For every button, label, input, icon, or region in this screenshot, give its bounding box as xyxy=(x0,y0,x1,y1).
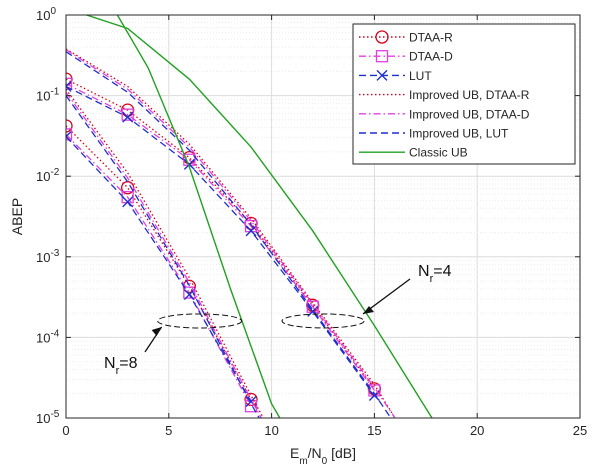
legend-item: LUT xyxy=(359,69,432,83)
legend-label: LUT xyxy=(409,69,432,83)
nr4-ellipse xyxy=(281,313,365,329)
data-point-marker xyxy=(183,158,195,170)
nr4-label: Nr=4 xyxy=(418,263,452,285)
x-tick-label: 10 xyxy=(264,423,278,438)
y-tick-label: 10-3 xyxy=(36,248,60,265)
x-axis-label-sub2: 0 xyxy=(322,456,328,467)
x-tick-label: 5 xyxy=(165,423,172,438)
series-curve xyxy=(66,91,262,418)
legend-marker xyxy=(376,69,388,81)
series-improved-ub-lut xyxy=(66,51,392,418)
plot-frame xyxy=(65,14,581,419)
legend-item: Improved UB, LUT xyxy=(359,127,509,141)
y-tick-label: 10-4 xyxy=(36,328,60,345)
legend-label: DTAA-R xyxy=(409,31,453,45)
series-curve xyxy=(86,15,433,418)
series-curve xyxy=(66,83,375,391)
series-improved-ub-dtaa-r xyxy=(66,48,396,418)
legend-label: Improved UB, DTAA-D xyxy=(409,107,530,121)
series-curve xyxy=(66,49,396,418)
nr8-ellipse xyxy=(157,313,243,329)
nr4-arrow-line xyxy=(362,278,411,315)
legend-label: Improved UB, DTAA-R xyxy=(409,88,530,102)
y-axis-label: ABEP xyxy=(9,198,25,235)
series-improved-ub-dtaa-d xyxy=(66,49,396,418)
x-axis-label: Em/N0 [dB] xyxy=(290,445,356,467)
series-curve xyxy=(66,78,375,390)
ticks-layer: 0 5 10 15 20 25 100 10-1 10-2 10-3 10-4 10-5 xyxy=(36,6,587,438)
x-axis-label-main2: /N xyxy=(308,445,322,461)
x-axis-label-unit: [dB] xyxy=(327,445,356,461)
x-axis-label-main1: E xyxy=(290,445,299,461)
data-point-marker xyxy=(122,196,134,208)
legend-item: Improved UB, DTAA-R xyxy=(359,88,530,102)
legend-item: DTAA-D xyxy=(359,50,453,64)
series-classic-ub xyxy=(86,15,433,418)
series-curve xyxy=(66,133,252,407)
data-point-marker xyxy=(121,108,134,121)
data-point-marker xyxy=(66,80,72,92)
series-curve xyxy=(66,85,375,396)
data-point-marker xyxy=(66,119,73,133)
series-curve xyxy=(116,15,281,418)
series-curve xyxy=(66,51,392,418)
series-curve xyxy=(66,88,264,418)
nr4-arrow-head xyxy=(363,305,374,314)
nr8-label: Nr=8 xyxy=(104,355,138,377)
legend-item: Improved UB, DTAA-D xyxy=(359,107,530,121)
series-curve xyxy=(66,125,252,400)
y-tick-label: 100 xyxy=(36,6,56,23)
legend-item: Classic UB xyxy=(359,146,468,160)
legend-box xyxy=(352,23,576,165)
x-tick-label: 20 xyxy=(470,423,484,438)
x-tick-label: 25 xyxy=(573,423,587,438)
x-axis-label-sub1: m xyxy=(299,456,307,467)
series-curve xyxy=(66,136,252,402)
y-tick-label: 10-1 xyxy=(36,87,60,104)
x-tick-label: 15 xyxy=(367,423,381,438)
legend-marker xyxy=(375,50,389,63)
series-curve xyxy=(66,95,260,418)
y-tick-label: 10-5 xyxy=(36,409,60,426)
annotation-layer: Nr=8 Nr=4 xyxy=(104,263,452,377)
data-point-marker xyxy=(66,131,72,143)
series-lut xyxy=(66,80,380,408)
curves-layer xyxy=(66,15,433,418)
data-point-marker xyxy=(245,225,257,237)
series-curve xyxy=(66,48,396,418)
legend-label: Improved UB, LUT xyxy=(409,127,509,141)
legend: DTAA-R DTAA-D LUT Improved UB, DTAA-R Improv… xyxy=(352,23,576,165)
y-tick-label: 10-2 xyxy=(36,167,60,184)
nr8-arrow-head xyxy=(151,326,162,336)
x-tick-label: 0 xyxy=(62,423,69,438)
data-point-marker xyxy=(122,111,134,123)
legend-item: DTAA-R xyxy=(359,30,453,45)
legend-label: DTAA-D xyxy=(409,50,453,64)
legend-label: Classic UB xyxy=(409,146,468,160)
legend-marker xyxy=(375,30,389,44)
data-point-marker xyxy=(66,77,73,90)
data-point-marker xyxy=(66,128,73,141)
